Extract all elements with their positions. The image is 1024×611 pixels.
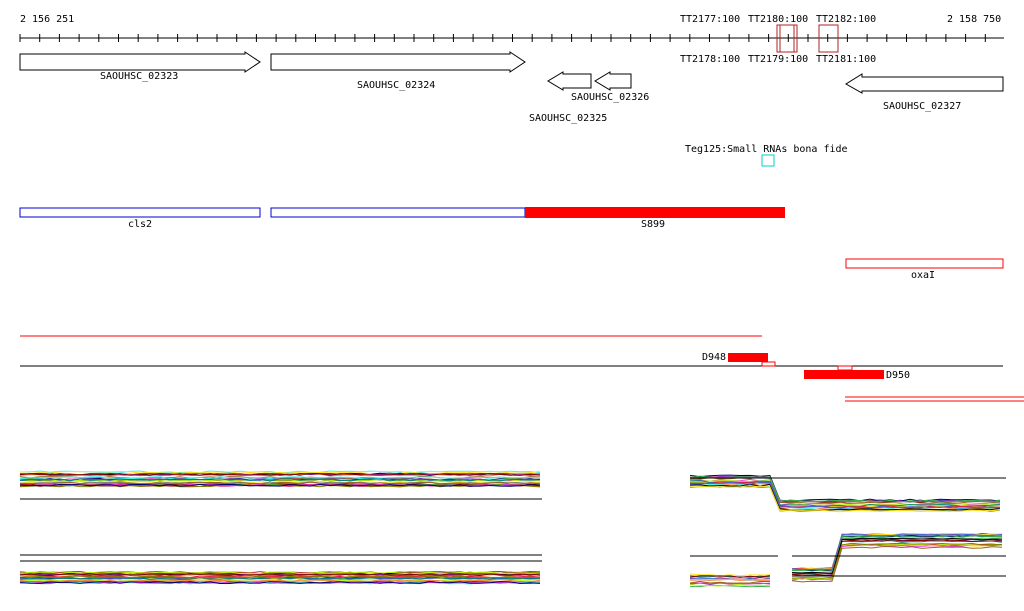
expression-line (791, 543, 1003, 580)
d948-label: D948 (702, 352, 727, 363)
expression-line (690, 584, 771, 588)
oxai-label: oxaI (911, 270, 936, 281)
expression-line (791, 533, 1003, 571)
expression-line (19, 572, 541, 577)
expression-line (689, 478, 1001, 506)
srna-label: Teg125:Small RNAs bona fide (685, 144, 848, 155)
s899-region[interactable] (525, 207, 785, 218)
expression-line (19, 571, 541, 575)
srna-box[interactable] (761, 154, 775, 167)
expression-line (791, 535, 1003, 572)
probe-label: TT2182:100 (816, 14, 877, 25)
probe-label: TT2178:100 (680, 54, 741, 65)
expression-line (791, 542, 1003, 579)
expression-line (19, 470, 541, 474)
gene-arrow-02327[interactable] (845, 73, 1004, 94)
expression-line (19, 571, 541, 575)
gene-arrow-02323[interactable] (19, 51, 261, 73)
expression-line (791, 538, 1003, 576)
ruler-end: 2 158 750 (947, 14, 1002, 25)
probe-label: TT2181:100 (816, 54, 877, 65)
expression-line (19, 573, 541, 577)
expression-line (791, 532, 1002, 570)
gene-label: SAOUHSC_02325 (529, 113, 608, 124)
gene-label: SAOUHSC_02324 (357, 80, 436, 91)
expression-line (19, 483, 541, 487)
d950-label: D950 (886, 370, 911, 381)
s899-region-outline[interactable] (270, 207, 526, 218)
expression-line (689, 475, 1001, 503)
expression-line (689, 573, 771, 577)
expression-line (791, 537, 1003, 574)
probe-boxes[interactable] (776, 24, 839, 53)
gene-label: SAOUHSC_02326 (571, 92, 650, 103)
d950-segment[interactable] (804, 370, 884, 379)
gene-arrow-02325[interactable] (547, 71, 592, 91)
expression-line (19, 575, 541, 579)
expression-line (19, 581, 541, 585)
expression-line (19, 478, 541, 482)
oxai-region[interactable] (845, 258, 1004, 269)
expression-line (19, 470, 541, 474)
cls2-region[interactable] (19, 207, 261, 218)
d948-segment[interactable] (728, 353, 768, 362)
expression-line (689, 485, 1001, 513)
gene-arrow-02326[interactable] (594, 71, 632, 91)
expression-line (19, 476, 541, 480)
expression-line (689, 575, 771, 578)
probe-label: TT2177:100 (680, 14, 741, 25)
expression-line (19, 579, 541, 583)
gene-label: SAOUHSC_02327 (883, 101, 962, 112)
expression-line (19, 481, 541, 485)
expression-line (689, 481, 1001, 509)
expression-line (689, 483, 1001, 511)
expression-line (791, 543, 1003, 581)
expression-line (19, 473, 541, 477)
expression-line (689, 583, 771, 587)
expression-line (791, 543, 1003, 580)
ruler-start: 2 156 251 (20, 14, 75, 25)
probe-label: TT2179:100 (748, 54, 809, 65)
cls2-label: cls2 (128, 219, 153, 230)
gene-arrow-02324[interactable] (270, 51, 526, 73)
expression-line (19, 575, 541, 579)
expression-line (689, 578, 771, 581)
expression-line (689, 580, 770, 584)
s899-label: S899 (641, 219, 666, 230)
gene-label: SAOUHSC_02323 (100, 71, 179, 82)
ruler (19, 34, 1004, 42)
expression-line (689, 475, 1001, 503)
expression-line (791, 539, 1002, 576)
expression-line (791, 546, 1003, 583)
expression-profiles (19, 470, 1006, 588)
expression-line (689, 474, 1001, 502)
expression-line (689, 582, 771, 585)
probe-label: TT2180:100 (748, 14, 809, 25)
